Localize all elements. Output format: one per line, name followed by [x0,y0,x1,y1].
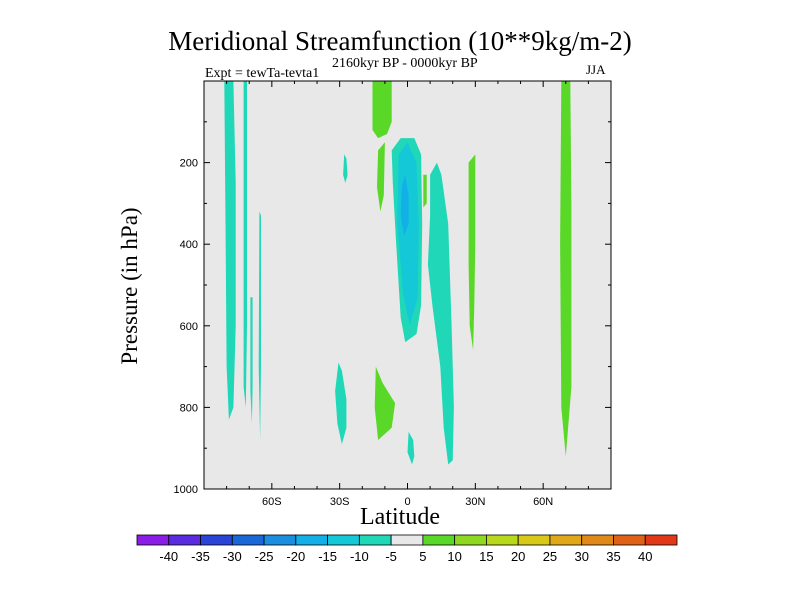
contour-region-neg-blob-30S-upper [343,154,348,183]
y-tick-label: 200 [180,158,198,170]
colorbar-box [390,534,424,546]
colorbar-box [136,534,170,546]
contour-region-pos-band-70N [560,81,572,457]
colorbar-box [168,534,201,546]
chart-title: Meridional Streamfunction (10**9kg/m-2) [168,26,632,56]
x-tick-label: 60N [533,496,553,508]
colorbar-label: -15 [318,549,337,564]
colorbar-label: 15 [479,549,493,564]
colorbar-box [231,534,265,546]
contour-region-pos-blob-15S-top [372,81,392,139]
colorbar-label: 35 [606,549,620,564]
colorbar-box [358,534,392,546]
colorbar-box [263,534,297,546]
contour-region-neg-cell-inner [400,174,409,236]
colorbar-label: 30 [574,549,588,564]
contour-region-pos-blob-8N [423,174,427,208]
contour-region-neg-band-73S [243,81,247,408]
colorbar-box [295,534,328,546]
colorbar-label: -35 [191,549,210,564]
contour-region-pos-blob-15S-mid [377,142,385,212]
x-tick-label: 0 [404,496,410,508]
colorbar-box [200,534,233,546]
contour-region-neg-strip-66S [258,211,261,440]
contour-region-neg-blob-30S-lower [335,362,347,445]
colorbar-label: -5 [385,549,397,564]
y-tick-label: 400 [180,239,198,251]
chart-subtitle: 2160kyr BP - 0000kyr BP [332,56,478,71]
y-tick-label: 600 [180,321,198,333]
colorbar-box [644,534,678,546]
contour-region-neg-tongue-12N [427,162,454,465]
colorbar-label: -25 [255,549,274,564]
x-axis-label: Latitude [360,504,440,530]
contour-region-pos-band-28N [468,154,476,351]
experiment-label: Expt = tewTa-tevta1 [205,66,320,81]
colorbar-label: -20 [286,549,305,564]
y-tick-label: 1000 [174,484,198,496]
colorbar-label: 40 [638,549,652,564]
contour-region-neg-strip-70S [250,297,253,424]
colorbar-box [549,534,583,546]
colorbar-label: 10 [447,549,461,564]
colorbar-box [327,534,360,546]
colorbar-label: 5 [419,549,426,564]
colorbar-box [486,534,519,546]
colorbar-label: 20 [511,549,525,564]
colorbar-label: -40 [159,549,178,564]
colorbar-label: -10 [350,549,369,564]
x-tick-label: 30S [330,496,350,508]
x-tick-label: 30N [465,496,485,508]
y-tick-label: 800 [180,402,198,414]
colorbar-box [581,534,614,546]
contour-region-pos-blob-15S-low [374,366,396,440]
season-label: JJA [586,62,606,77]
colorbar-label: 25 [543,549,557,564]
colorbar-box [454,534,487,546]
contour-region-neg-blob-equator-bottom [407,431,415,465]
contour-region-neg-band-78S [224,81,236,420]
colorbar-box [422,534,456,546]
colorbar-box [613,534,646,546]
colorbar-label: -30 [223,549,242,564]
colorbar-box [517,534,551,546]
x-tick-label: 60S [262,496,282,508]
